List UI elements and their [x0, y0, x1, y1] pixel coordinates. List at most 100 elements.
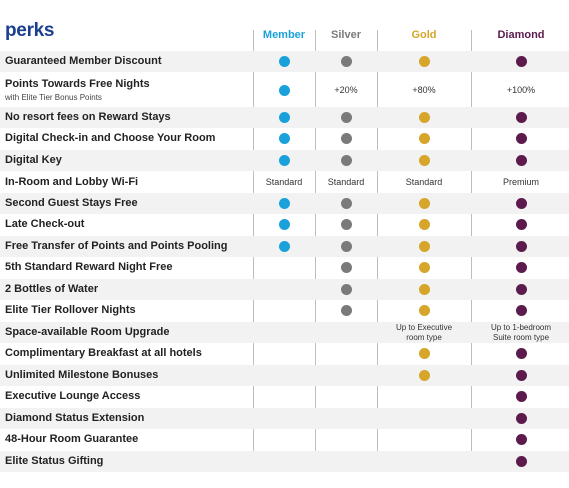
cell-value: +80%	[412, 84, 436, 95]
tier-header-silver: Silver	[331, 29, 361, 41]
diamond-included-dot	[515, 262, 527, 273]
table-row: Second Guest Stays Free	[0, 193, 569, 214]
table-row: Executive Lounge Access	[0, 386, 569, 407]
table-row: Elite Status Gifting	[0, 451, 569, 472]
silver-included-dot	[340, 155, 352, 166]
cell-value: Standard	[265, 177, 303, 187]
member-included-dot	[278, 241, 290, 252]
row-label: 2 Bottles of Water	[5, 283, 99, 295]
gold-included-dot	[418, 198, 430, 209]
cell-value-line: Up to Executive	[395, 323, 453, 332]
diamond-included-dot	[515, 456, 527, 467]
diamond-included-dot	[515, 434, 527, 445]
silver-included-dot	[340, 284, 352, 295]
row-label: Digital Key	[5, 154, 62, 166]
silver-included-dot	[340, 262, 352, 273]
diamond-included-dot	[515, 348, 527, 359]
cell-value: Standard	[327, 177, 365, 187]
gold-included-dot	[418, 348, 430, 359]
table-row: Digital Check-in and Choose Your Room	[0, 128, 569, 149]
row-label: Elite Tier Rollover Nights	[5, 304, 136, 316]
gold-included-dot	[418, 262, 430, 273]
table-row: 48-Hour Room Guarantee	[0, 429, 569, 450]
cell-value: +20%	[334, 84, 358, 95]
table-row: In-Room and Lobby Wi-Fi Standard Standard S…	[0, 172, 569, 193]
row-label: Complimentary Breakfast at all hotels	[5, 347, 202, 359]
table-row: Diamond Status Extension	[0, 408, 569, 429]
cell-value: Up to Executive room type	[379, 323, 469, 343]
row-label: Free Transfer of Points and Points Pooli…	[5, 240, 228, 252]
cell-value: Standard	[405, 177, 443, 187]
row-label: No resort fees on Reward Stays	[5, 111, 171, 123]
diamond-included-dot	[515, 305, 527, 316]
gold-included-dot	[418, 133, 430, 144]
silver-included-dot	[340, 133, 352, 144]
tier-header-gold: Gold	[411, 29, 437, 41]
silver-included-dot	[340, 56, 352, 67]
gold-included-dot	[418, 305, 430, 316]
diamond-included-dot	[515, 370, 527, 381]
member-included-dot	[278, 84, 290, 96]
gold-included-dot	[418, 284, 430, 295]
diamond-included-dot	[515, 133, 527, 144]
page-title: perks	[5, 20, 55, 41]
gold-included-dot	[418, 370, 430, 381]
cell-value: +100%	[506, 84, 536, 95]
gold-included-dot	[418, 112, 430, 123]
silver-included-dot	[340, 198, 352, 209]
member-included-dot	[278, 133, 290, 144]
member-included-dot	[278, 198, 290, 209]
table-row: Late Check-out	[0, 214, 569, 235]
row-label: Digital Check-in and Choose Your Room	[5, 132, 216, 144]
row-label: Executive Lounge Access	[5, 390, 141, 402]
diamond-included-dot	[515, 284, 527, 295]
table-row: Complimentary Breakfast at all hotels	[0, 343, 569, 364]
table-row: Guaranteed Member Discount	[0, 51, 569, 72]
gold-included-dot	[418, 241, 430, 252]
diamond-included-dot	[515, 155, 527, 166]
row-sublabel: with Elite Tier Bonus Points	[5, 93, 102, 102]
member-included-dot	[278, 219, 290, 230]
silver-included-dot	[340, 112, 352, 123]
row-label: Guaranteed Member Discount	[5, 55, 162, 67]
row-label: Late Check-out	[5, 218, 85, 230]
member-included-dot	[278, 56, 290, 67]
table-row: Unlimited Milestone Bonuses	[0, 365, 569, 386]
cell-value: Up to 1-bedroom Suite room type	[476, 323, 566, 343]
row-label: Unlimited Milestone Bonuses	[5, 369, 159, 381]
cell-value-line: Suite room type	[492, 333, 550, 342]
silver-included-dot	[340, 241, 352, 252]
gold-included-dot	[418, 219, 430, 230]
row-label: Second Guest Stays Free	[5, 197, 138, 209]
gold-included-dot	[418, 155, 430, 166]
row-label: In-Room and Lobby Wi-Fi	[5, 176, 139, 188]
silver-included-dot	[340, 219, 352, 230]
member-included-dot	[278, 155, 290, 166]
row-label: Diamond Status Extension	[5, 412, 145, 424]
diamond-included-dot	[515, 241, 527, 252]
table-row: No resort fees on Reward Stays	[0, 107, 569, 128]
row-label: Points Towards Free Nights	[5, 78, 150, 90]
diamond-included-dot	[515, 413, 527, 424]
table-row: 2 Bottles of Water	[0, 279, 569, 300]
member-included-dot	[278, 112, 290, 123]
table-row: 5th Standard Reward Night Free	[0, 257, 569, 278]
table-row: Digital Key	[0, 150, 569, 171]
diamond-included-dot	[515, 391, 527, 402]
table-row: Space-available Room Upgrade Up to Execut…	[0, 322, 569, 343]
table-row: Elite Tier Rollover Nights	[0, 300, 569, 321]
diamond-included-dot	[515, 112, 527, 123]
row-label: Elite Status Gifting	[5, 455, 104, 467]
diamond-included-dot	[515, 219, 527, 230]
gold-included-dot	[418, 56, 430, 67]
table-row: Free Transfer of Points and Points Pooli…	[0, 236, 569, 257]
row-label: 5th Standard Reward Night Free	[5, 261, 173, 273]
cell-value: Premium	[502, 177, 539, 187]
row-label: 48-Hour Room Guarantee	[5, 433, 139, 445]
diamond-included-dot	[515, 198, 527, 209]
row-label: Space-available Room Upgrade	[5, 326, 170, 338]
table-row: Points Towards Free Nights with Elite Tie…	[0, 73, 569, 107]
cell-value-line: room type	[406, 333, 442, 342]
silver-included-dot	[340, 305, 352, 316]
diamond-included-dot	[515, 56, 527, 67]
